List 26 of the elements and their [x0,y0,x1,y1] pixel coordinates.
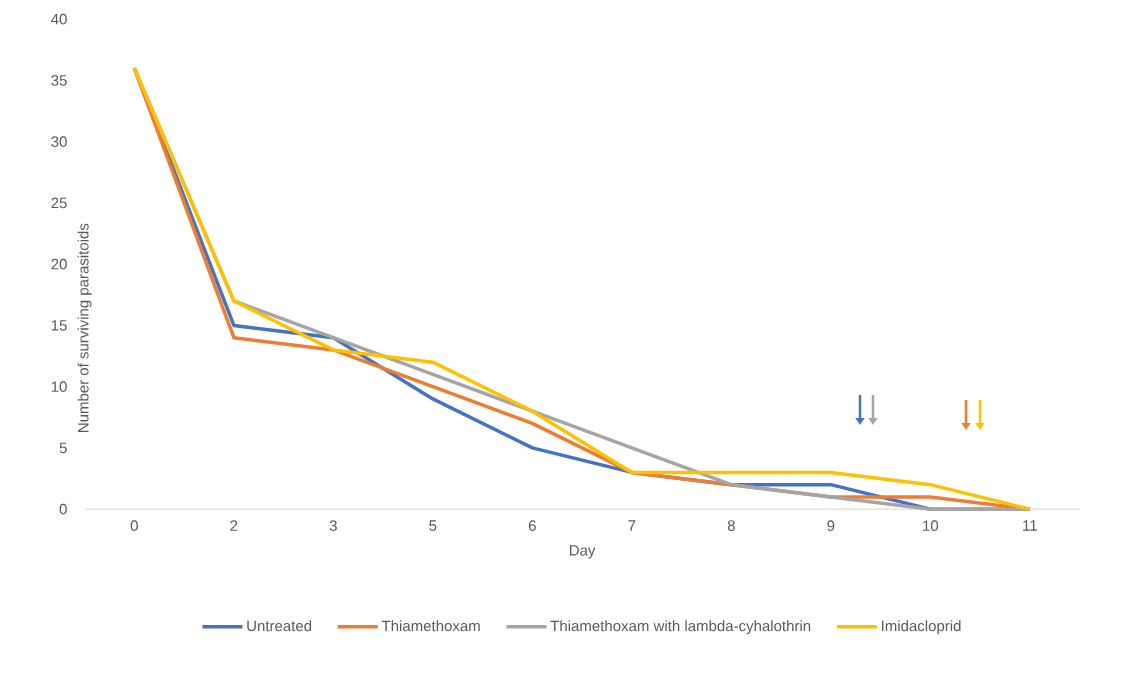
x-tick-label: 11 [1023,520,1037,531]
y-tick-label: 10 [51,381,67,392]
legend-label: Thiamethoxam [381,620,480,632]
line-series [132,66,1032,511]
y-axis-title: Number of surviving parasitoids [77,223,92,432]
y-tick-label: 15 [51,320,67,331]
y-tick-label: 20 [51,258,67,270]
legend-label: Imidacloprid [882,620,961,635]
x-tick-label: 10 [923,520,939,531]
y-tick-label: 25 [51,197,67,209]
x-tick-label: 2 [230,520,238,531]
y-tick-label: 0 [59,503,67,515]
y-tick-label: 40 [51,13,67,25]
x-tick-label: 9 [827,520,835,531]
legend-label: Untreated [247,620,312,632]
x-tick-label: 0 [130,520,138,531]
x-tick-label: 6 [528,520,536,531]
y-tick-label: 30 [51,136,67,147]
y-tick-label: 5 [59,442,67,454]
x-tick-label: 8 [727,520,735,531]
x-tick-label: 7 [628,520,636,531]
x-axis-title: Day [569,545,596,559]
x-tick-label: 5 [429,520,437,531]
legend-label: Thiamethoxam with lambda-cyhalothrin [550,620,811,635]
x-tick-label: 3 [329,520,337,531]
y-tick-label: 35 [51,75,67,86]
